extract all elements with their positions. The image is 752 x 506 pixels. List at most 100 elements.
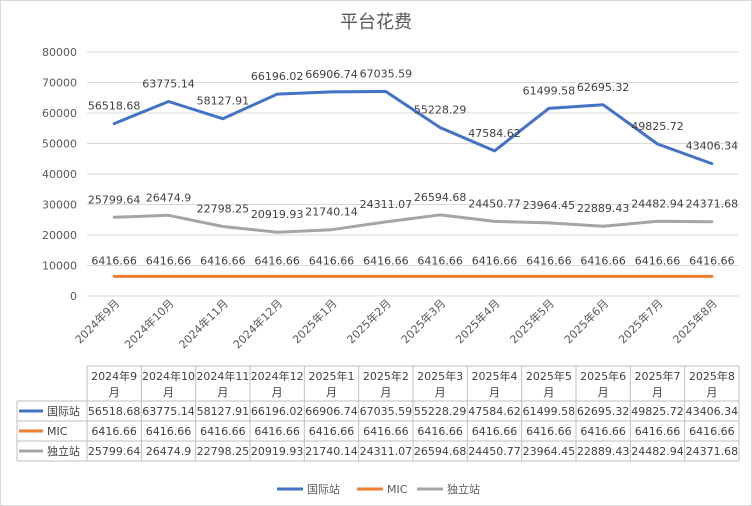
gridlines bbox=[87, 51, 739, 297]
y-tick-label: 20000 bbox=[42, 229, 77, 242]
table-cell: 6416.66 bbox=[689, 425, 735, 438]
data-label: 6416.66 bbox=[200, 254, 246, 267]
table-cell: 6416.66 bbox=[363, 425, 409, 438]
data-label: 26474.9 bbox=[146, 191, 192, 204]
table-cell: 6416.66 bbox=[146, 425, 192, 438]
table-cell: 26474.9 bbox=[146, 445, 192, 458]
table-cell: 6416.66 bbox=[254, 425, 300, 438]
data-label: 47584.62 bbox=[468, 127, 521, 140]
y-tick-label: 70000 bbox=[42, 77, 77, 90]
table-header-line2: 月 bbox=[163, 386, 174, 399]
data-label: 6416.66 bbox=[146, 254, 192, 267]
legend: 国际站 MIC 独立站 bbox=[277, 482, 480, 496]
table-header-line1: 2025年5 bbox=[526, 369, 572, 383]
data-label: 24311.07 bbox=[360, 198, 413, 211]
data-label: 24482.94 bbox=[631, 197, 684, 210]
data-label: 6416.66 bbox=[91, 254, 137, 267]
table-header-line1: 2025年6 bbox=[580, 369, 626, 383]
data-label: 25799.64 bbox=[88, 193, 141, 206]
data-label: 6416.66 bbox=[526, 254, 572, 267]
legend-label: MIC bbox=[387, 483, 408, 496]
table-cell: 63775.14 bbox=[142, 405, 195, 418]
data-label: 24371.68 bbox=[686, 198, 739, 211]
table-cell: 25799.64 bbox=[88, 445, 141, 458]
data-label: 20919.93 bbox=[251, 208, 304, 221]
data-label: 58127.91 bbox=[197, 95, 250, 108]
data-label: 66196.02 bbox=[251, 70, 304, 83]
y-tick-label: 80000 bbox=[42, 46, 77, 59]
x-tick-label: 2025年1月 bbox=[289, 296, 339, 346]
table-header-line1: 2024年10 bbox=[142, 369, 195, 383]
data-label: 6416.66 bbox=[580, 254, 626, 267]
table-header-line1: 2024年12 bbox=[251, 369, 304, 383]
table-header-line1: 2025年7 bbox=[635, 369, 681, 383]
data-label: 61499.58 bbox=[523, 84, 576, 97]
table-row-label: 国际站 bbox=[47, 404, 80, 418]
x-tick-label: 2024年11月 bbox=[176, 296, 231, 351]
x-tick-label: 2024年10月 bbox=[121, 296, 176, 351]
data-label: 63775.14 bbox=[142, 77, 195, 90]
data-label: 6416.66 bbox=[363, 254, 409, 267]
table-cell: 6416.66 bbox=[635, 425, 681, 438]
table-header-line2: 月 bbox=[272, 386, 283, 399]
table-cell: 24482.94 bbox=[631, 445, 684, 458]
x-tick-label: 2025年8月 bbox=[670, 296, 720, 346]
table-cell: 6416.66 bbox=[580, 425, 626, 438]
table-cell: 47584.62 bbox=[468, 405, 521, 418]
table-row-label: 独立站 bbox=[47, 444, 80, 458]
table-header-line1: 2025年3 bbox=[417, 369, 463, 383]
table-header-line2: 月 bbox=[652, 386, 663, 399]
table-cell: 22889.43 bbox=[577, 445, 630, 458]
table-cell: 26594.68 bbox=[414, 445, 467, 458]
table-cell: 43406.34 bbox=[686, 405, 739, 418]
table-cell: 55228.29 bbox=[414, 405, 467, 418]
y-tick-label: 50000 bbox=[42, 138, 77, 151]
table-header-line2: 月 bbox=[435, 386, 446, 399]
table-header-line2: 月 bbox=[217, 386, 228, 399]
data-label: 6416.66 bbox=[472, 254, 518, 267]
table-header-line1: 2025年1 bbox=[309, 369, 355, 383]
table-header-line1: 2025年2 bbox=[363, 369, 409, 383]
table-cell: 49825.72 bbox=[631, 405, 684, 418]
table-cell: 23964.45 bbox=[523, 445, 576, 458]
x-tick-label: 2025年2月 bbox=[344, 296, 394, 346]
table-cell: 24371.68 bbox=[686, 445, 739, 458]
series-lines bbox=[112, 90, 714, 278]
table-cell: 6416.66 bbox=[91, 425, 137, 438]
table-header-line2: 月 bbox=[598, 386, 609, 399]
data-label: 43406.34 bbox=[686, 140, 739, 153]
data-label: 26594.68 bbox=[414, 191, 467, 204]
table-header-line1: 2025年4 bbox=[472, 369, 518, 383]
data-label: 22889.43 bbox=[577, 202, 630, 215]
table-header-line1: 2024年9 bbox=[91, 369, 137, 383]
table-header-line2: 月 bbox=[380, 386, 391, 399]
x-tick-label: 2024年12月 bbox=[230, 296, 285, 351]
legend-label: 国际站 bbox=[307, 482, 340, 496]
legend-label: 独立站 bbox=[447, 482, 480, 496]
data-label: 6416.66 bbox=[309, 254, 355, 267]
data-label: 6416.66 bbox=[254, 254, 300, 267]
table-cell: 6416.66 bbox=[472, 425, 518, 438]
data-label: 24450.77 bbox=[468, 197, 521, 210]
data-label: 62695.32 bbox=[577, 81, 630, 94]
table-cell: 20919.93 bbox=[251, 445, 304, 458]
table-cell: 6416.66 bbox=[417, 425, 463, 438]
y-tick-label: 10000 bbox=[42, 260, 77, 273]
table-header-line2: 月 bbox=[543, 386, 554, 399]
x-axis: 2024年9月 2024年10月 2024年11月 2024年12月 2025年1月 20… bbox=[72, 296, 720, 351]
data-label: 6416.66 bbox=[417, 254, 463, 267]
table-cell: 21740.14 bbox=[305, 445, 358, 458]
table-cell: 67035.59 bbox=[360, 405, 413, 418]
data-label: 49825.72 bbox=[631, 120, 684, 133]
table-header-line2: 月 bbox=[706, 386, 717, 399]
table-cell: 22798.25 bbox=[197, 445, 250, 458]
table-cell: 66196.02 bbox=[251, 405, 304, 418]
x-tick-label: 2025年5月 bbox=[507, 296, 557, 346]
data-label: 22798.25 bbox=[197, 202, 250, 215]
table-cell: 24311.07 bbox=[360, 445, 413, 458]
data-label: 21740.14 bbox=[305, 206, 358, 219]
table-cell: 6416.66 bbox=[200, 425, 246, 438]
